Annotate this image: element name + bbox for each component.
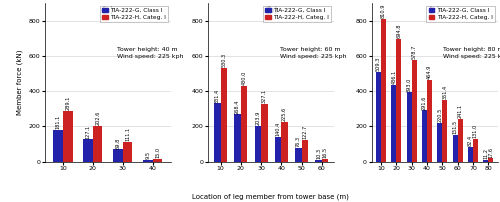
Bar [484, 160, 488, 162]
Text: 327.1: 327.1 [262, 89, 267, 103]
Text: 69.8: 69.8 [116, 137, 120, 149]
Bar [392, 85, 396, 162]
Bar [282, 122, 288, 162]
Bar [295, 148, 302, 162]
Text: 16.5: 16.5 [322, 147, 328, 158]
Bar [452, 135, 458, 162]
Text: 351.4: 351.4 [442, 85, 448, 99]
Bar [396, 39, 401, 162]
Bar [412, 60, 416, 162]
Bar [254, 126, 261, 162]
Bar [381, 19, 386, 162]
Bar [468, 147, 473, 162]
Text: Tower height: 80 m
Wind speed: 225 kph: Tower height: 80 m Wind speed: 225 kph [444, 47, 500, 59]
Bar [376, 72, 381, 162]
Text: Tower height: 40 m
Wind speed: 225 kph: Tower height: 40 m Wind speed: 225 kph [116, 47, 183, 59]
Bar [84, 139, 93, 162]
Text: 530.3: 530.3 [222, 53, 226, 67]
Bar [93, 126, 102, 162]
Bar [214, 103, 220, 162]
Text: 111.1: 111.1 [125, 127, 130, 141]
Bar [220, 68, 227, 162]
Bar [488, 159, 493, 162]
Text: Tower height: 60 m
Wind speed: 225 kph: Tower height: 60 m Wind speed: 225 kph [280, 47, 346, 59]
Text: 202.6: 202.6 [95, 111, 100, 125]
Bar [442, 100, 447, 162]
Bar [54, 130, 63, 162]
Text: 225.6: 225.6 [282, 107, 287, 121]
Bar [113, 149, 123, 162]
Text: 291.6: 291.6 [422, 95, 427, 109]
Bar [143, 160, 152, 162]
Text: 76.3: 76.3 [296, 136, 301, 147]
Text: 15.0: 15.0 [155, 147, 160, 158]
Text: 331.4: 331.4 [215, 88, 220, 102]
Text: 127.1: 127.1 [86, 124, 90, 139]
Bar [438, 123, 442, 162]
Bar [123, 142, 132, 162]
Legend: TIA-222-G, Class I, TIA-222-H, Categ. I: TIA-222-G, Class I, TIA-222-H, Categ. I [100, 6, 168, 22]
Text: (a): (a) [102, 6, 114, 15]
Bar [241, 86, 248, 162]
Text: 140.4: 140.4 [276, 122, 280, 136]
Bar [275, 137, 281, 162]
Text: 464.9: 464.9 [427, 65, 432, 79]
Text: 17.6: 17.6 [488, 147, 494, 158]
Legend: TIA-222-G, Class I, TIA-222-H, Categ. I: TIA-222-G, Class I, TIA-222-H, Categ. I [426, 6, 494, 22]
Bar [152, 159, 162, 162]
Text: (b): (b) [265, 6, 278, 15]
Bar [234, 114, 241, 162]
Text: 151.5: 151.5 [452, 120, 458, 134]
Bar [427, 80, 432, 162]
Bar [422, 110, 427, 162]
Y-axis label: Member force (kN): Member force (kN) [16, 49, 23, 115]
Text: 203.9: 203.9 [256, 111, 260, 125]
Text: 810.9: 810.9 [381, 3, 386, 18]
Text: 131.0: 131.0 [473, 124, 478, 138]
Text: 82.4: 82.4 [468, 135, 473, 146]
Bar [261, 104, 268, 162]
Bar [316, 160, 322, 162]
Text: 268.4: 268.4 [235, 99, 240, 114]
Bar [458, 119, 462, 162]
Text: 122.7: 122.7 [302, 125, 308, 139]
Text: 11.2: 11.2 [484, 148, 488, 159]
Bar [322, 159, 328, 162]
Text: 220.5: 220.5 [438, 108, 442, 122]
Text: 694.8: 694.8 [396, 24, 402, 38]
Text: 430.0: 430.0 [242, 71, 246, 85]
Bar [63, 111, 72, 162]
Text: 509.3: 509.3 [376, 57, 381, 71]
Text: 578.7: 578.7 [412, 45, 416, 59]
Text: 9.5: 9.5 [146, 151, 150, 159]
Legend: TIA-222-G, Class I, TIA-222-H, Categ. I: TIA-222-G, Class I, TIA-222-H, Categ. I [263, 6, 331, 22]
Text: 289.1: 289.1 [65, 96, 70, 110]
Text: 241.1: 241.1 [458, 104, 462, 118]
Text: 10.3: 10.3 [316, 148, 321, 159]
Bar [473, 139, 478, 162]
Bar [302, 140, 308, 162]
Text: 436.1: 436.1 [392, 70, 396, 84]
Text: (c): (c) [428, 6, 440, 15]
Text: 393.0: 393.0 [406, 77, 412, 92]
Bar [407, 92, 412, 162]
Text: Location of leg member from tower base (m): Location of leg member from tower base (… [192, 194, 348, 200]
Text: 181.1: 181.1 [56, 115, 60, 129]
